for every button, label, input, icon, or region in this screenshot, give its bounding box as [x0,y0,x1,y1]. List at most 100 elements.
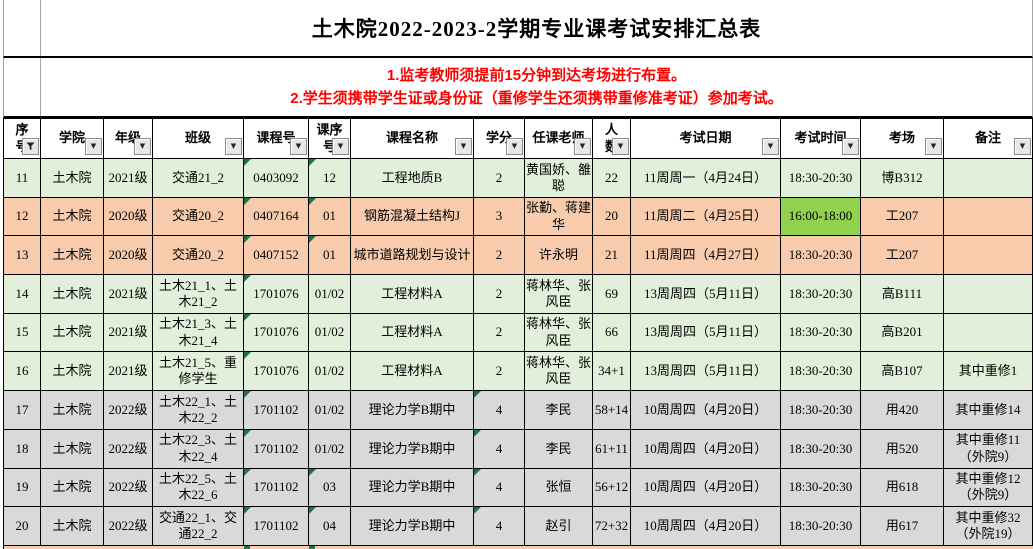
cell-course_no[interactable]: 1701102 [243,428,309,469]
cell-college[interactable]: 土木院 [40,467,104,508]
cell-college[interactable]: 土木院 [40,312,104,353]
cell-room[interactable]: 用618 [860,467,944,508]
cell-teacher[interactable]: 李民 [524,428,593,469]
cell-room[interactable]: 高B201 [860,312,944,353]
cell-time[interactable]: 16:00-18:00 [780,196,861,237]
cell-grade[interactable]: 2020级 [103,196,153,237]
cell-course_seq[interactable]: 01/02 [308,428,351,469]
cell-class_group[interactable]: 交通22_1、交通22_2 [152,506,244,546]
cell-teacher[interactable]: 蒋林华、张风臣 [524,351,593,392]
cell-course_seq[interactable]: 01 [308,196,351,237]
cell-time[interactable]: 18:30-20:30 [780,158,861,198]
cell-students[interactable]: 34+1 [592,351,631,392]
cell-course_seq[interactable]: 01/02 [308,274,351,314]
cell-course_name[interactable]: 城市道路规划与设计 [350,235,474,276]
cell-time[interactable]: 18:30-20:30 [780,390,861,430]
cell-class_group[interactable]: 土木21_3、土木21_4 [152,312,244,353]
cell-credits[interactable]: 4 [473,467,525,508]
empty-cell-a2[interactable] [4,58,41,116]
filter-dropdown-arrow-icon[interactable]: ▼ [332,138,349,155]
cell-room[interactable]: 工207 [860,196,944,237]
cell-date[interactable]: 10周周四（4月20日） [630,506,781,546]
cell-course_no[interactable]: 0403092 [243,158,309,198]
cell-grade[interactable]: 2022级 [103,506,153,546]
cell-students[interactable]: 69 [592,274,631,314]
cell-seq[interactable]: 12 [3,196,41,237]
filter-dropdown-arrow-icon[interactable]: ▼ [574,138,591,155]
cell-college[interactable]: 土木院 [40,274,104,314]
cell-teacher[interactable]: 蒋林华、张风臣 [524,274,593,314]
cell-time[interactable]: 18:30-20:30 [780,428,861,469]
cell-class_group[interactable]: 土木22_1、土木22_2 [152,390,244,430]
cell-teacher[interactable]: 蒋林华、张风臣 [524,312,593,353]
filter-dropdown-arrow-icon[interactable]: ▼ [290,138,307,155]
cell-course_no[interactable]: 1701102 [243,506,309,546]
cell-room[interactable]: 高B107 [860,351,944,392]
cell-course_seq[interactable]: 01 [308,235,351,276]
cell-teacher[interactable]: 李民 [524,390,593,430]
cell-college[interactable]: 土木院 [40,428,104,469]
cell-credits[interactable]: 3 [473,196,525,237]
cell-teacher[interactable]: 黄国娇、雒聪 [524,158,593,198]
cell-teacher[interactable]: 许永明 [524,235,593,276]
cell-date[interactable]: 13周周四（5月11日） [630,312,781,353]
cell-seq[interactable]: 11 [3,158,41,198]
cell-date[interactable]: 11周周四（4月27日） [630,235,781,276]
cell-time[interactable]: 18:30-20:30 [780,351,861,392]
cell-class_group[interactable]: 交通20_2 [152,235,244,276]
cell-course_name[interactable]: 工程材料A [350,312,474,353]
cell-course_no[interactable]: 0407152 [243,235,309,276]
cell-time[interactable]: 18:30-20:30 [780,235,861,276]
filter-applied-funnel-icon[interactable] [22,138,39,155]
cell-seq[interactable]: 17 [3,390,41,430]
cell-credits[interactable]: 4 [473,506,525,546]
cell-class_group[interactable]: 交通20_2 [152,196,244,237]
cell-time[interactable]: 18:30-20:30 [780,506,861,546]
cell-grade[interactable]: 2022级 [103,428,153,469]
cell-college[interactable]: 土木院 [40,196,104,237]
cell-note[interactable]: 其中重修1 [943,351,1033,392]
cell-note[interactable]: 其中重修11（外院9） [943,428,1033,469]
cell-course_name[interactable]: 工程地质B [350,158,474,198]
cell-students[interactable]: 66 [592,312,631,353]
cell-class_group[interactable]: 土木21_5、重修学生 [152,351,244,392]
cell-grade[interactable]: 2021级 [103,158,153,198]
cell-course_no[interactable]: 1701102 [243,390,309,430]
filter-dropdown-arrow-icon[interactable]: ▼ [455,138,472,155]
cell-seq[interactable]: 20 [3,506,41,546]
cell-note[interactable] [943,274,1033,314]
empty-cell-a1[interactable] [4,0,41,56]
cell-students[interactable]: 20 [592,196,631,237]
cell-room[interactable]: 用617 [860,506,944,546]
cell-students[interactable]: 56+12 [592,467,631,508]
cell-course_seq[interactable]: 01/02 [308,390,351,430]
cell-date[interactable]: 10周周四（4月20日） [630,467,781,508]
cell-course_name[interactable]: 工程材料A [350,274,474,314]
filter-dropdown-arrow-icon[interactable]: ▼ [1014,138,1031,155]
cell-course_no[interactable]: 1701076 [243,312,309,353]
cell-seq[interactable]: 15 [3,312,41,353]
cell-note[interactable]: 其中重修12（外院9） [943,467,1033,508]
cell-grade[interactable]: 2021级 [103,274,153,314]
cell-course_no[interactable]: 1701102 [243,467,309,508]
cell-college[interactable]: 土木院 [40,390,104,430]
cell-date[interactable]: 11周周二（4月25日） [630,196,781,237]
cell-course_name[interactable]: 理论力学B期中 [350,390,474,430]
filter-dropdown-arrow-icon[interactable]: ▼ [925,138,942,155]
cell-course_no[interactable]: 1701076 [243,351,309,392]
cell-seq[interactable]: 14 [3,274,41,314]
cell-grade[interactable]: 2022级 [103,467,153,508]
cell-teacher[interactable]: 张勤、蒋建华 [524,196,593,237]
cell-note[interactable] [943,196,1033,237]
cell-credits[interactable]: 4 [473,428,525,469]
cell-seq[interactable]: 18 [3,428,41,469]
cell-course_no[interactable]: 1701076 [243,274,309,314]
cell-students[interactable]: 22 [592,158,631,198]
cell-course_seq[interactable]: 01/02 [308,312,351,353]
cell-credits[interactable]: 2 [473,235,525,276]
cell-seq[interactable]: 19 [3,467,41,508]
cell-college[interactable]: 土木院 [40,235,104,276]
cell-course_name[interactable]: 工程材料A [350,351,474,392]
cell-college[interactable]: 土木院 [40,506,104,546]
cell-course_seq[interactable]: 12 [308,158,351,198]
